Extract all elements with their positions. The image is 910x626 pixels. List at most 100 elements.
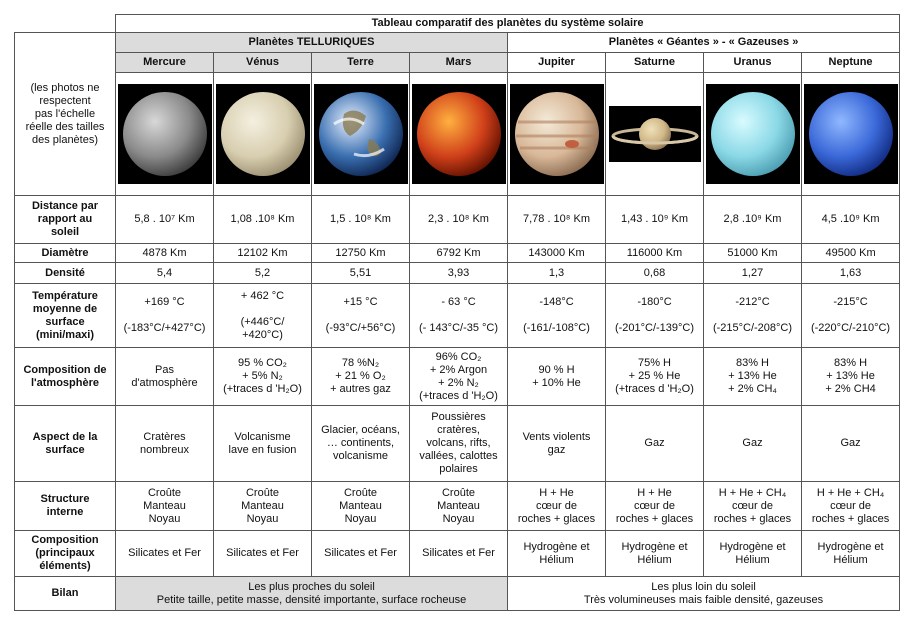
planet-name: Mars [409,52,508,73]
bilan-cell: Les plus loin du soleil Très volumineuse… [506,576,901,611]
cell: Croûte Manteau Noyau [213,481,312,531]
cell: - 63 °C (- 143°C/-35 °C) [409,283,508,348]
row-label: Composition (principaux éléments) [14,530,116,577]
cell: Croûte Manteau Noyau [409,481,508,531]
data-row: Aspect de la surface Cratères nombreux Vol… [14,405,901,482]
cell: -215°C (-220°C/-210°C) [800,283,901,348]
comparison-table: Tableau comparatif des planètes du systè… [14,14,901,611]
cell: Hydrogène et Hélium [703,530,802,577]
cell: 12750 Km [311,243,410,263]
planet-name: Uranus [703,52,802,73]
cell: 83% H + 13% He + 2% CH4 [800,347,901,406]
cell: 3,93 [409,262,508,284]
cell: 5,8 . 10⁷ Km [115,195,214,244]
cell: 1,43 . 10⁹ Km [605,195,704,244]
table-wrap: Tableau comparatif des planètes du systè… [14,14,901,611]
photo-cell [213,72,312,196]
photo-cell [115,72,214,196]
cell: 0,68 [605,262,704,284]
cell: Gaz [703,405,802,482]
cell: Cratères nombreux [115,405,214,482]
cell: 5,2 [213,262,312,284]
row-label: Composition de l'atmosphère [14,347,116,406]
title-row: Tableau comparatif des planètes du systè… [15,14,901,33]
photo-cell [409,72,508,196]
planet-name-row: Mercure Vénus Terre Mars Jupiter Saturne Uranu… [15,52,901,73]
cell: 95 % CO₂ + 5% N₂ (+traces d 'H₂O) [213,347,312,406]
group-row: (les photos ne respectent pas l'échelle … [14,32,901,196]
table-body: Tableau comparatif des planètes du systè… [14,14,901,611]
cell: Croûte Manteau Noyau [115,481,214,531]
photo-cell [800,72,901,196]
cell: 1,08 .10⁸ Km [213,195,312,244]
blank-cell [15,15,116,33]
cell: 4878 Km [115,243,214,263]
planet-photo [215,84,310,184]
photo-cell [703,72,802,196]
row-label: Structure interne [14,481,116,531]
planet-photo [705,84,800,184]
cell: H + He + CH₄ cœur de roches + glaces [800,481,901,531]
photo-note: (les photos ne respectent pas l'échelle … [14,32,116,196]
cell: -180°C (-201°C/-139°C) [605,283,704,348]
group-header: Planètes « Géantes » - « Gazeuses » [506,32,901,53]
cell: 96% CO₂ + 2% Argon + 2% N₂ (+traces d 'H… [409,347,508,406]
cell: 78 %N₂ + 21 % O₂ + autres gaz [311,347,410,406]
row-label: Diamètre [14,243,116,263]
data-row: Distance par rapport au soleil 5,8 . 10⁷ … [14,195,901,244]
data-row: Diamètre 4878 Km 12102 Km 12750 Km 6792 Km 14… [14,243,901,263]
cell: 143000 Km [507,243,606,263]
data-row: Composition (principaux éléments) Silicat… [14,530,901,577]
planet-name: Jupiter [507,52,606,73]
row-label: Densité [14,262,116,284]
planet-name: Neptune [800,52,901,73]
row-label: Bilan [14,576,116,611]
cell: +169 °C (-183°C/+427°C) [115,283,214,348]
cell: + 462 °C (+446°C/ +420°C) [213,283,312,348]
cell: Silicates et Fer [409,530,508,577]
planet-name: Saturne [605,52,704,73]
cell: -212°C (-215°C/-208°C) [703,283,802,348]
row-label: Aspect de la surface [14,405,116,482]
table-title: Tableau comparatif des planètes du systè… [114,14,901,33]
cell: Silicates et Fer [213,530,312,577]
cell: Hydrogène et Hélium [507,530,606,577]
cell: Poussières cratères, volcans, rifts, val… [409,405,508,482]
cell: Hydrogène et Hélium [800,530,901,577]
cell: -148°C (-161/-108°C) [507,283,606,348]
cell: +15 °C (-93°C/+56°C) [311,283,410,348]
cell: Hydrogène et Hélium [605,530,704,577]
cell: Silicates et Fer [311,530,410,577]
cell: H + He cœur de roches + glaces [507,481,606,531]
cell: Glacier, océans, … continents, volcanism… [311,405,410,482]
cell: Gaz [605,405,704,482]
cell: Volcanisme lave en fusion [213,405,312,482]
cell: 2,8 .10⁹ Km [703,195,802,244]
cell: 12102 Km [213,243,312,263]
cell: 5,4 [115,262,214,284]
cell: 7,78 . 10⁸ Km [507,195,606,244]
cell: 1,27 [703,262,802,284]
cell: Croûte Manteau Noyau [311,481,410,531]
cell: Vents violents gaz [507,405,606,482]
data-row: Température moyenne de surface (mini/max… [14,283,901,348]
photo-cell [605,72,704,196]
cell: 4,5 .10⁹ Km [800,195,901,244]
cell: Pas d'atmosphère [115,347,214,406]
bilan-cell: Les plus proches du soleil Petite taille… [115,576,508,611]
cell: 75% H + 25 % He (+traces d 'H₂O) [605,347,704,406]
planet-photo [509,84,604,184]
cell: 1,5 . 10⁸ Km [311,195,410,244]
cell: H + He cœur de roches + glaces [605,481,704,531]
planet-name: Mercure [115,52,214,73]
cell: Gaz [800,405,901,482]
bilan-row: Bilan Les plus proches du soleil Petite t… [14,576,901,611]
group-header: Planètes TELLURIQUES [115,32,508,53]
planet-name: Vénus [213,52,312,73]
data-row: Structure interne Croûte Manteau Noyau Cro… [14,481,901,531]
data-row: Densité 5,4 5,2 5,51 3,93 1,3 0,68 1,27 1,63 [14,262,901,284]
planet-photo [803,84,898,184]
data-row: Composition de l'atmosphère Pas d'atmosph… [14,347,901,406]
planet-photo [117,84,212,184]
